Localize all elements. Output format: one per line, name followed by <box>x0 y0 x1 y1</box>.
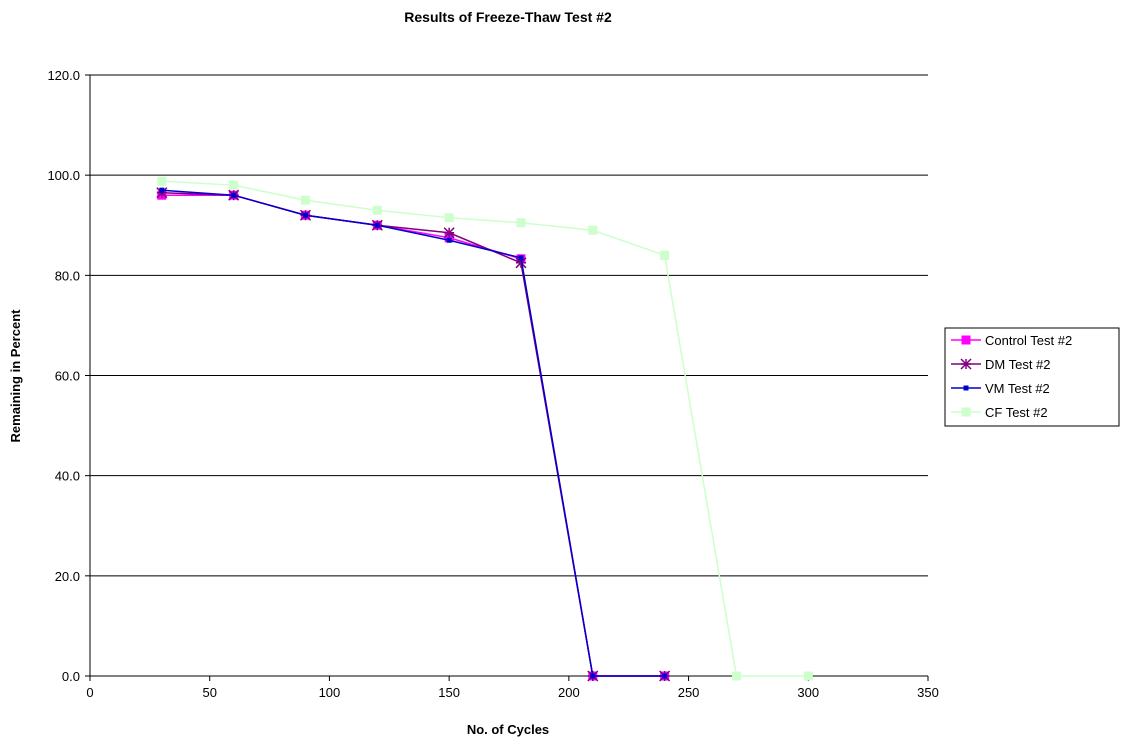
x-tick-label: 100 <box>319 685 341 700</box>
data-point <box>588 225 598 235</box>
legend: Control Test #2 DM Test #2 VM Test #2 CF Te… <box>944 327 1120 427</box>
data-point <box>159 187 165 193</box>
data-point <box>157 176 167 186</box>
legend-item: Control Test #2 <box>951 333 1072 348</box>
y-tick-label: 20.0 <box>55 569 80 584</box>
axes: 0.0 20.0 40.0 60.0 80.0 100.0 120.0 0 50 100 150 20… <box>47 68 938 700</box>
legend-item: VM Test #2 <box>951 381 1050 396</box>
legend-item: CF Test #2 <box>951 405 1048 420</box>
y-tick-label: 80.0 <box>55 268 80 283</box>
data-point <box>518 255 524 261</box>
legend-box <box>944 327 1120 427</box>
legend-swatch-marker <box>960 358 972 370</box>
data-point <box>444 213 454 223</box>
gridlines <box>90 74 928 577</box>
series-line <box>161 194 665 677</box>
data-point <box>231 192 237 198</box>
data-point <box>302 212 308 218</box>
data-point <box>300 195 310 205</box>
data-point <box>374 222 380 228</box>
legend-swatch-marker <box>963 385 969 391</box>
data-point <box>443 227 455 239</box>
series-vm-test-2 <box>159 187 668 679</box>
series-line <box>161 189 665 677</box>
series-line <box>161 180 809 677</box>
series-control-test-2 <box>157 190 670 681</box>
data-point <box>660 250 670 260</box>
x-tick-label: 350 <box>917 685 939 700</box>
series-group <box>156 176 813 682</box>
data-point <box>662 673 668 679</box>
chart-title: Results of Freeze-Thaw Test #2 <box>404 9 612 25</box>
legend-label: Control Test #2 <box>985 333 1072 348</box>
x-tick-label: 300 <box>797 685 819 700</box>
y-tick-label: 60.0 <box>55 369 80 384</box>
y-axis-title: Remaining in Percent <box>8 309 23 443</box>
series-cf-test-2 <box>157 176 813 681</box>
x-tick-label: 50 <box>202 685 216 700</box>
data-point <box>516 218 526 228</box>
data-point <box>372 205 382 215</box>
x-axis-title: No. of Cycles <box>467 722 549 737</box>
legend-label: CF Test #2 <box>985 405 1048 420</box>
x-tick-label: 200 <box>558 685 580 700</box>
y-tick-label: 0.0 <box>62 669 80 684</box>
legend-label: VM Test #2 <box>985 381 1050 396</box>
x-tick-label: 250 <box>678 685 700 700</box>
legend-label: DM Test #2 <box>985 357 1051 372</box>
y-tick-label: 100.0 <box>47 168 80 183</box>
legend-swatch-marker <box>961 407 971 417</box>
y-tick-label: 40.0 <box>55 469 80 484</box>
data-point <box>446 237 452 243</box>
x-tick-label: 150 <box>438 685 460 700</box>
legend-item: DM Test #2 <box>951 357 1051 372</box>
data-point <box>803 671 813 681</box>
data-point <box>590 673 596 679</box>
legend-swatch-marker <box>961 335 971 345</box>
series-dm-test-2 <box>156 187 671 682</box>
y-tick-label: 120.0 <box>47 68 80 83</box>
data-point <box>229 180 239 190</box>
data-point <box>731 671 741 681</box>
x-tick-label: 0 <box>86 685 93 700</box>
series-line <box>161 191 665 677</box>
